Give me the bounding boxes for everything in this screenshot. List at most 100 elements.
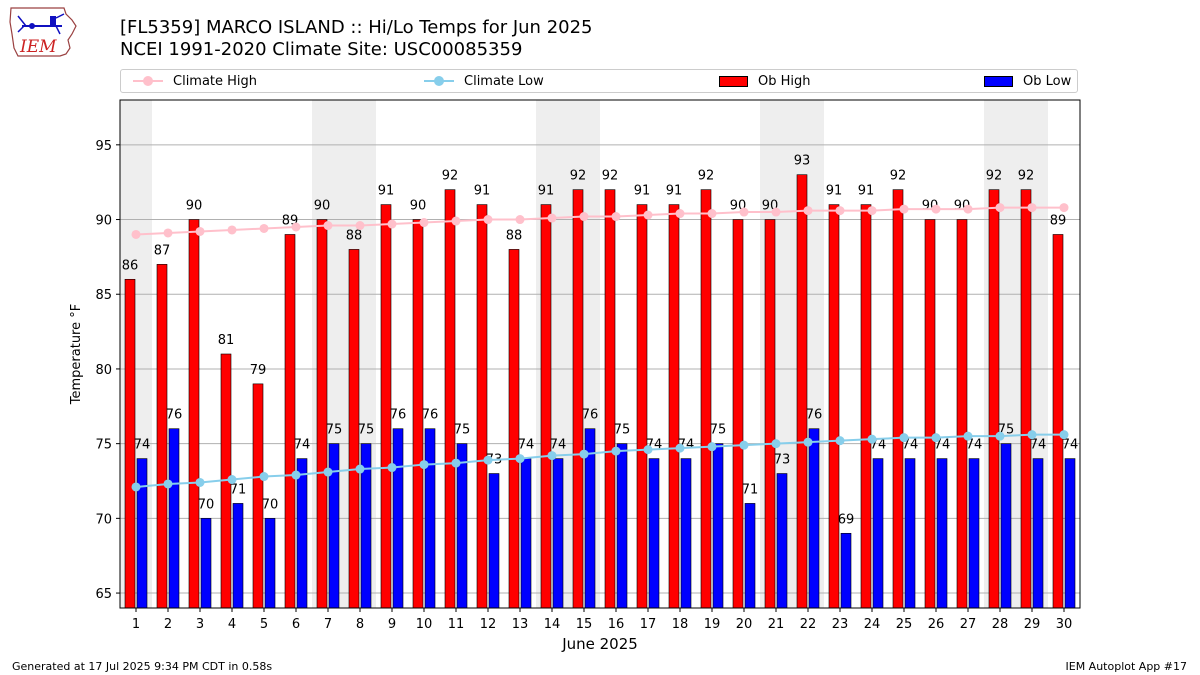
ob-high-label: 91 bbox=[378, 184, 395, 199]
ob-low-label: 70 bbox=[262, 497, 279, 512]
x-tick-label: 22 bbox=[800, 617, 817, 632]
ob-low-bar bbox=[136, 458, 148, 609]
ob-low-bar bbox=[1064, 458, 1076, 609]
ob-low-bar bbox=[232, 503, 244, 609]
x-tick-label: 10 bbox=[416, 617, 433, 632]
ob-high-bar bbox=[476, 204, 488, 609]
ob-low-label: 76 bbox=[390, 408, 407, 423]
ob-high-label: 79 bbox=[250, 363, 267, 378]
ob-low-bar bbox=[296, 458, 308, 609]
climate-low-point bbox=[547, 451, 557, 461]
x-tick-label: 14 bbox=[544, 617, 561, 632]
ob-high-label: 88 bbox=[506, 228, 523, 243]
x-tick-label: 25 bbox=[896, 617, 913, 632]
ob-low-label: 75 bbox=[614, 423, 631, 438]
climate-low-point bbox=[643, 445, 653, 455]
ob-high-swatch bbox=[719, 75, 748, 87]
ob-low-label: 69 bbox=[838, 512, 855, 527]
climate-high-point bbox=[931, 204, 941, 214]
climate-low-point bbox=[707, 442, 717, 452]
x-tick-label: 15 bbox=[576, 617, 593, 632]
x-tick-label: 9 bbox=[388, 617, 396, 632]
ob-high-bar bbox=[956, 219, 968, 609]
x-tick-label: 3 bbox=[196, 617, 204, 632]
ob-high-label: 90 bbox=[186, 199, 203, 214]
climate-low-point bbox=[675, 443, 685, 453]
ob-low-label: 75 bbox=[358, 423, 375, 438]
legend-label-climate-low: Climate Low bbox=[464, 73, 544, 89]
ob-high-label: 91 bbox=[538, 184, 555, 199]
climate-high-point bbox=[291, 222, 301, 232]
plot-frame bbox=[119, 99, 1081, 609]
climate-high-point bbox=[195, 226, 205, 236]
ob-low-bar bbox=[424, 428, 436, 609]
generated-timestamp: Generated at 17 Jul 2025 9:34 PM CDT in … bbox=[12, 660, 273, 673]
ob-low-label: 74 bbox=[550, 438, 567, 453]
ob-low-label: 71 bbox=[230, 482, 247, 497]
ob-low-swatch bbox=[984, 75, 1013, 87]
x-tick-label: 11 bbox=[448, 617, 465, 632]
ob-low-bar bbox=[1000, 443, 1012, 609]
ob-high-label: 88 bbox=[346, 228, 363, 243]
climate-low-point bbox=[387, 463, 397, 473]
x-tick-label: 7 bbox=[324, 617, 332, 632]
ob-high-label: 91 bbox=[666, 184, 683, 199]
ob-high-label: 91 bbox=[634, 184, 651, 199]
climate-low-point bbox=[579, 449, 589, 459]
ob-high-label: 90 bbox=[410, 199, 427, 214]
climate-high-point bbox=[963, 204, 973, 214]
x-tick-label: 30 bbox=[1056, 617, 1073, 632]
ob-high-bar bbox=[604, 189, 616, 609]
climate-high-point bbox=[803, 206, 813, 216]
x-tick-label: 28 bbox=[992, 617, 1009, 632]
ob-high-bar bbox=[540, 204, 552, 609]
legend-label-ob-low: Ob Low bbox=[1023, 73, 1072, 89]
climate-high-point bbox=[131, 229, 141, 239]
ob-low-label: 76 bbox=[422, 408, 439, 423]
ob-high-bar bbox=[316, 219, 328, 609]
climate-high-point bbox=[995, 203, 1005, 213]
climate-high-point bbox=[643, 210, 653, 220]
x-tick-label: 20 bbox=[736, 617, 753, 632]
ob-low-bar bbox=[872, 458, 884, 609]
climate-high-point bbox=[387, 219, 397, 229]
ob-high-bar bbox=[796, 174, 808, 609]
ob-low-bar bbox=[456, 443, 468, 609]
ob-high-bar bbox=[988, 189, 1000, 609]
climate-low-point bbox=[611, 446, 621, 456]
climate-low-point bbox=[995, 431, 1005, 441]
ob-low-bar bbox=[264, 518, 276, 609]
ob-low-label: 70 bbox=[198, 497, 215, 512]
ob-high-bar bbox=[572, 189, 584, 609]
ob-high-label: 92 bbox=[890, 169, 907, 184]
ob-low-bar bbox=[776, 473, 788, 609]
ob-high-label: 91 bbox=[826, 184, 843, 199]
y-tick-label: 85 bbox=[95, 288, 112, 303]
climate-low-point bbox=[419, 460, 429, 470]
ob-low-label: 74 bbox=[294, 438, 311, 453]
x-tick-label: 26 bbox=[928, 617, 945, 632]
climate-high-point bbox=[771, 207, 781, 217]
climate-low-point bbox=[771, 439, 781, 449]
climate-low-point bbox=[291, 470, 301, 480]
climate-high-point bbox=[579, 212, 589, 222]
ob-low-bar bbox=[904, 458, 916, 609]
climate-low-point bbox=[195, 477, 205, 487]
ob-low-bar bbox=[392, 428, 404, 609]
climate-high-point bbox=[355, 221, 365, 231]
climate-low-point bbox=[483, 455, 493, 465]
ob-low-bar bbox=[1032, 458, 1044, 609]
x-tick-label: 4 bbox=[228, 617, 236, 632]
climate-high-point bbox=[515, 215, 525, 225]
ob-low-bar bbox=[520, 458, 532, 609]
ob-high-bar bbox=[508, 249, 520, 609]
climate-low-point bbox=[227, 475, 237, 485]
x-tick-label: 27 bbox=[960, 617, 977, 632]
ob-low-label: 75 bbox=[710, 423, 727, 438]
climate-high-point bbox=[1059, 203, 1069, 213]
x-tick-label: 2 bbox=[164, 617, 172, 632]
climate-high-point bbox=[739, 207, 749, 217]
climate-low-point bbox=[451, 458, 461, 468]
climate-low-point bbox=[963, 431, 973, 441]
